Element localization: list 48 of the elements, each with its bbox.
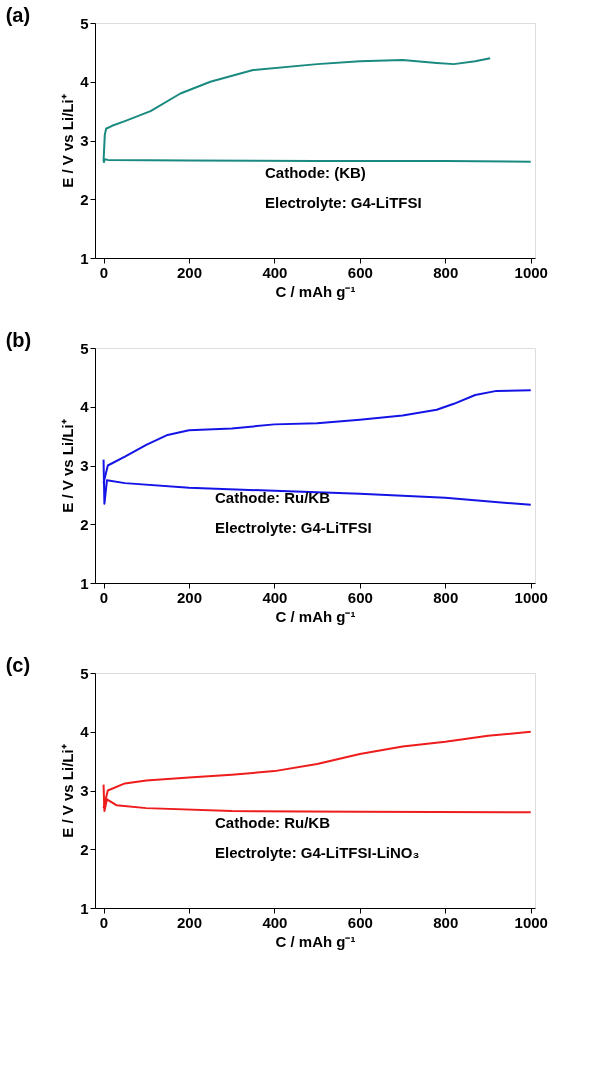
x-tick-label: 400 (262, 588, 288, 606)
x-tick-label: 0 (99, 913, 109, 931)
x-tick-label: 1000 (514, 263, 548, 281)
x-tick-label: 200 (176, 588, 202, 606)
y-tick-label: 5 (80, 664, 89, 682)
y-tick-label: 5 (80, 14, 89, 32)
y-tick-label: 3 (80, 457, 89, 474)
x-tick-label: 400 (262, 263, 288, 281)
y-tick-label: 4 (80, 73, 90, 91)
x-tick-label: 600 (347, 913, 373, 931)
y-axis-title: E / V vs Li/Li⁺ (59, 94, 77, 188)
y-tick-label: 1 (80, 899, 89, 917)
chart-title: (a) (5, 4, 31, 26)
x-tick-label: 0 (99, 588, 109, 606)
y-axis-title: E / V vs Li/Li⁺ (59, 744, 77, 838)
annotation: Cathode: Ru/KB (215, 814, 331, 831)
y-tick-label: 3 (80, 782, 89, 799)
y-tick-label: 2 (80, 840, 89, 858)
y-tick-label: 1 (80, 249, 89, 267)
y-tick-label: 4 (80, 398, 90, 416)
chart-title: (c) (5, 654, 31, 676)
x-tick-label: 0 (99, 263, 109, 281)
x-axis-title: C / mAh g⁻¹ (275, 932, 356, 950)
annotation: Electrolyte: G4-LiTFSI (265, 194, 422, 211)
annotation: Electrolyte: G4-LiTFSI (215, 519, 372, 536)
x-tick-label: 800 (433, 913, 459, 931)
x-tick-label: 800 (433, 588, 459, 606)
annotation: Cathode: Ru/KB (215, 489, 331, 506)
x-tick-label: 200 (176, 263, 202, 281)
x-axis-title: C / mAh g⁻¹ (275, 282, 356, 300)
annotation: Cathode: (KB) (265, 164, 366, 181)
x-axis-title: C / mAh g⁻¹ (275, 607, 356, 625)
y-tick-label: 2 (80, 515, 89, 533)
x-tick-label: 800 (433, 263, 459, 281)
x-tick-label: 400 (262, 913, 288, 931)
y-tick-label: 2 (80, 190, 89, 208)
y-tick-label: 5 (80, 339, 89, 357)
x-tick-label: 200 (176, 913, 202, 931)
chart-title: (b) (5, 329, 32, 351)
x-tick-label: 600 (347, 588, 373, 606)
y-axis-title: E / V vs Li/Li⁺ (59, 419, 77, 513)
x-tick-label: 1000 (514, 913, 548, 931)
x-tick-label: 1000 (514, 588, 548, 606)
annotation: Electrolyte: G4-LiTFSI-LiNO₃ (215, 844, 420, 861)
y-tick-label: 3 (80, 132, 89, 149)
y-tick-label: 1 (80, 574, 89, 592)
y-tick-label: 4 (80, 723, 90, 741)
x-tick-label: 600 (347, 263, 373, 281)
